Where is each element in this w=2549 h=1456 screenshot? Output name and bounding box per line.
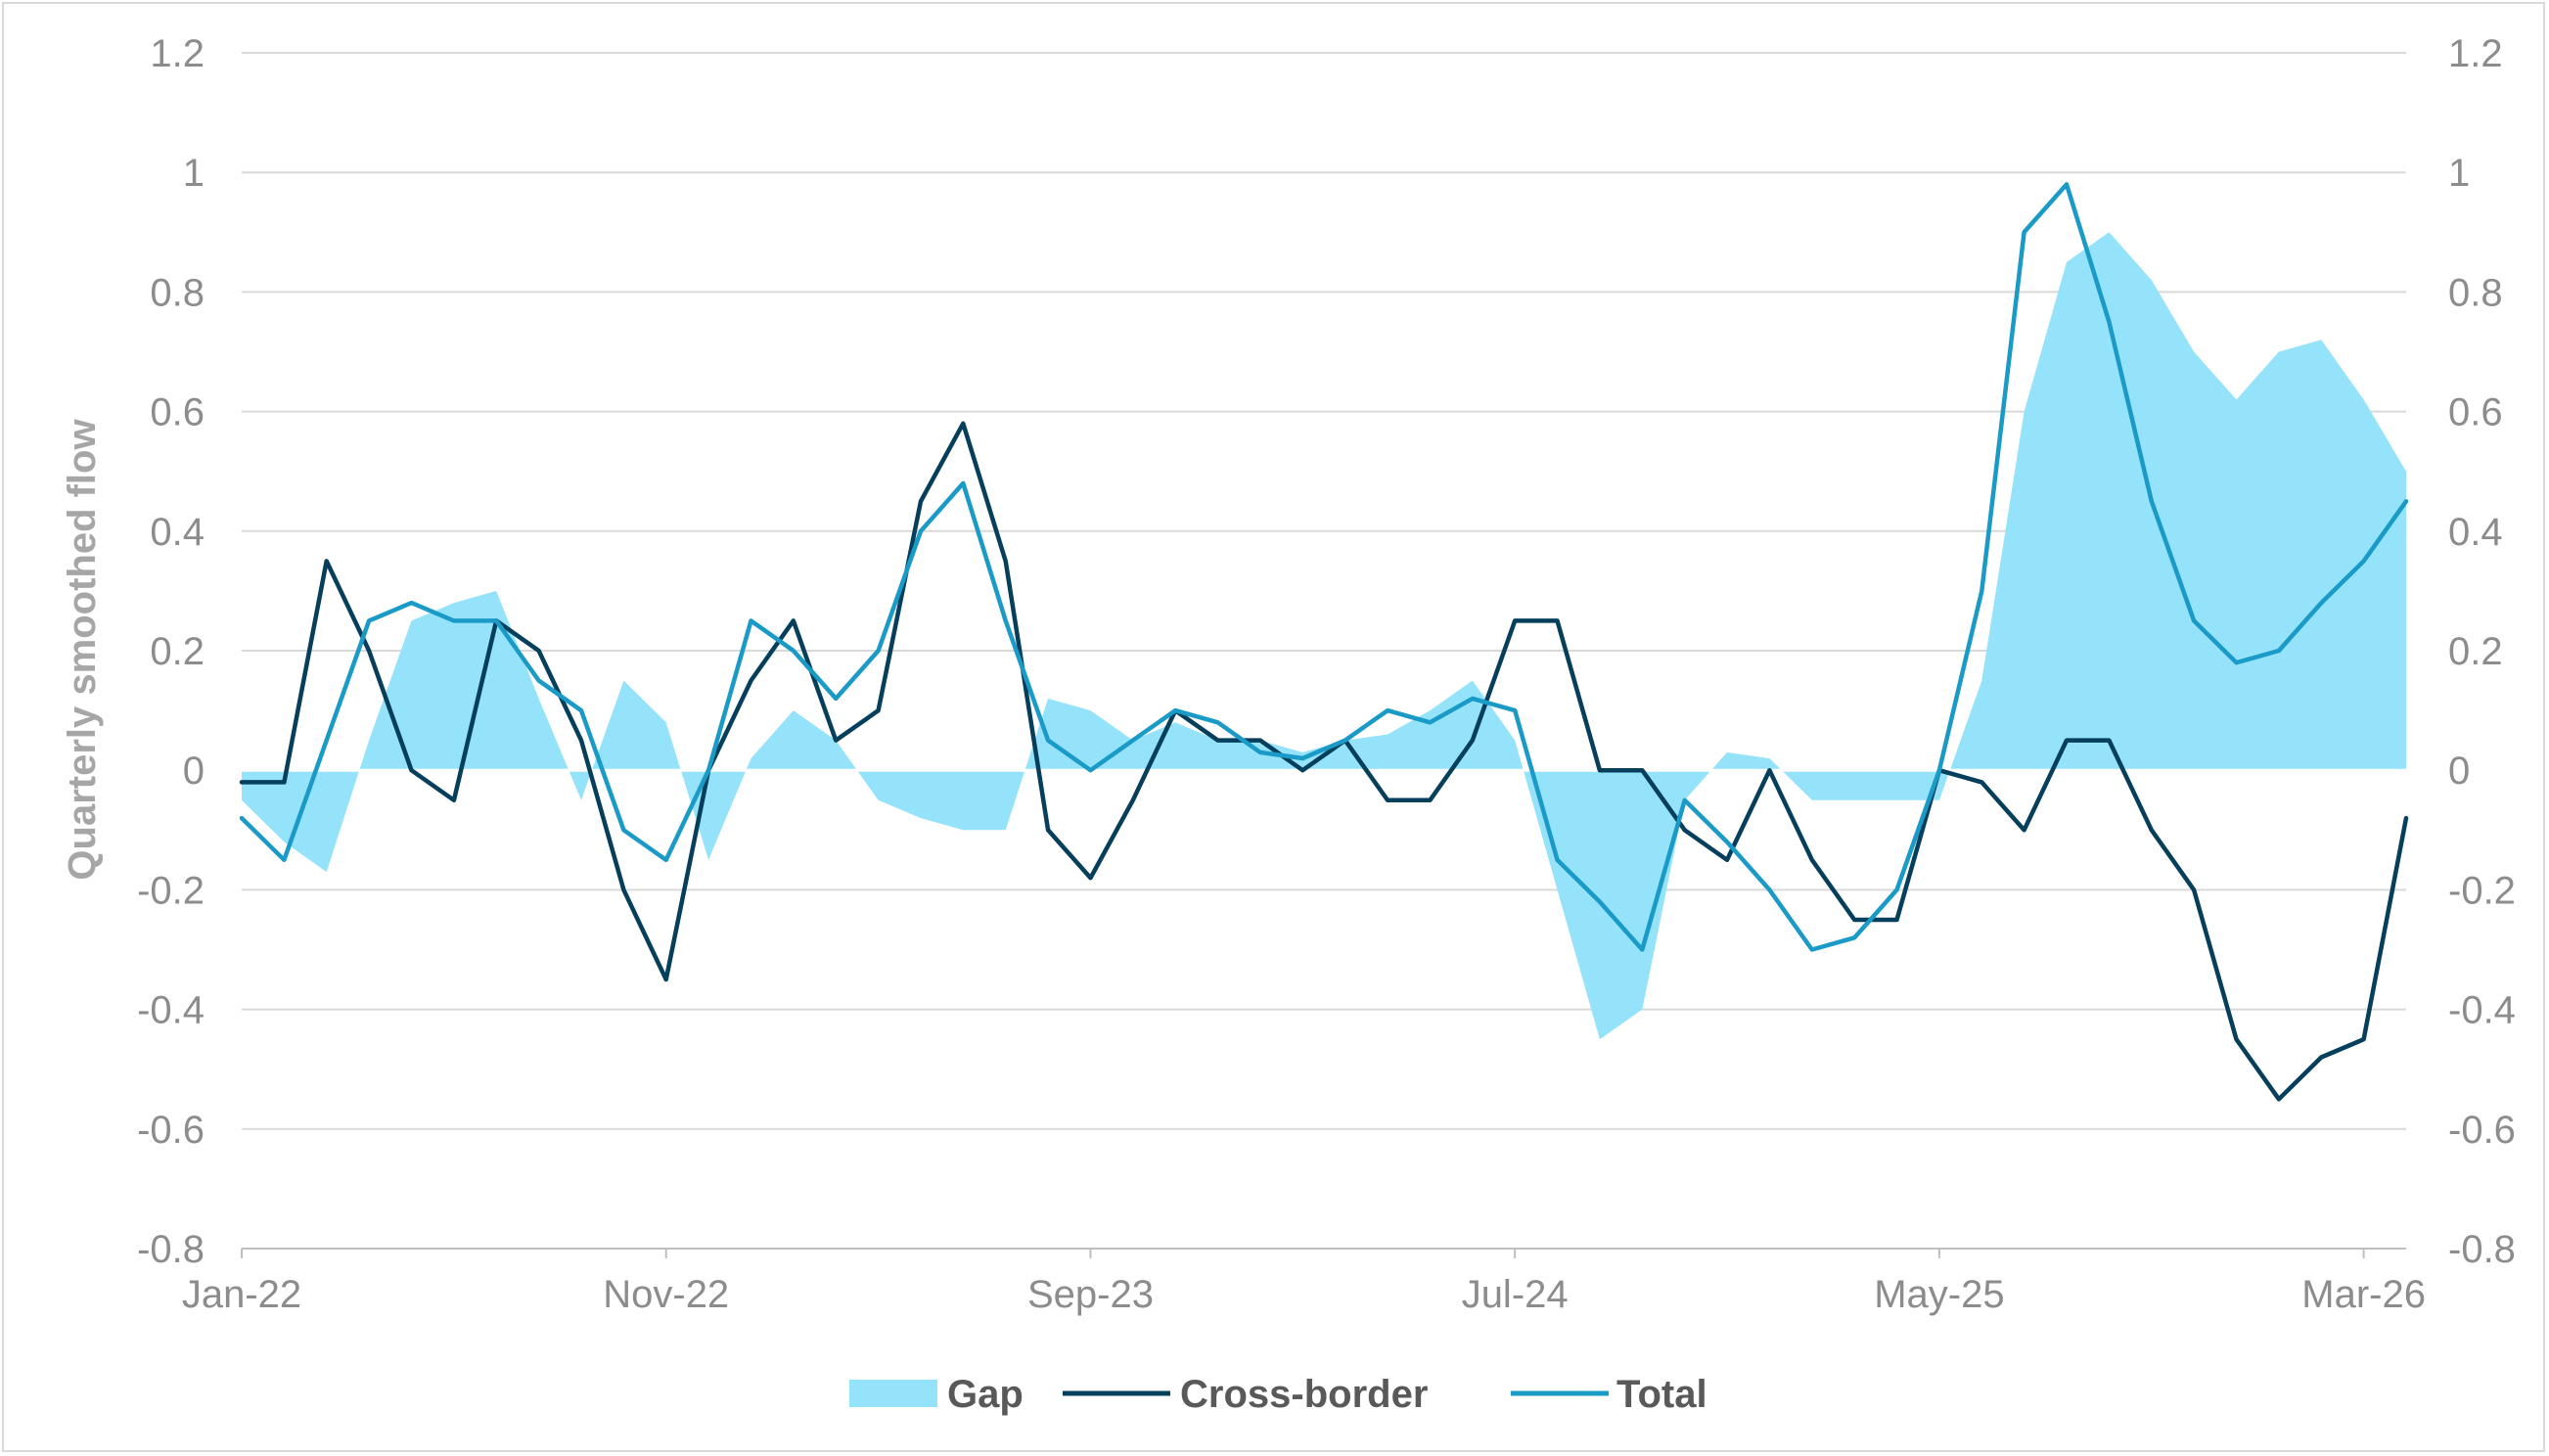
right-axis-ticks: 1.2 1 0.8 0.6 0.4 0.2 0 -0.2 -0.4 -0.6 -0.8 (2448, 32, 2516, 1271)
series-lines-layer (239, 182, 2409, 1102)
x-tick-label: Nov-22 (603, 1273, 729, 1316)
y-tick-label-right: 0.8 (2448, 271, 2503, 314)
gap-area (242, 232, 2406, 1040)
cross-border-line (239, 421, 2409, 1102)
x-tick-label: Sep-23 (1027, 1273, 1154, 1316)
gap-area-layer (242, 232, 2406, 1040)
y-tick-label-left: 1.2 (150, 32, 205, 75)
y-tick-label-left: 0.2 (150, 630, 205, 673)
y-tick-label-right: 0.2 (2448, 630, 2503, 673)
legend-gap-label: Gap (947, 1373, 1024, 1416)
y-tick-label-left: -0.8 (137, 1228, 205, 1271)
y-tick-label-left: -0.6 (137, 1109, 205, 1152)
total-line (239, 182, 2409, 952)
x-axis-ticks: Jan-22 Nov-22 Sep-23 Jul-24 May-25 Mar-26 (182, 1248, 2426, 1316)
x-tick-label: Mar-26 (2301, 1273, 2426, 1316)
y-tick-label-right: 0.6 (2448, 391, 2503, 434)
y-tick-label-right: 0 (2448, 750, 2470, 793)
y-tick-label-right: 1.2 (2448, 32, 2503, 75)
y-tick-label-right: -0.8 (2448, 1228, 2516, 1271)
y-tick-label-left: -0.2 (137, 869, 205, 912)
y-tick-label-left: 0 (183, 750, 205, 793)
y-tick-label-left: 0.6 (150, 391, 205, 434)
legend-cross-border-label: Cross-border (1180, 1373, 1428, 1416)
y-tick-label-left: 0.8 (150, 271, 205, 314)
x-tick-label: Jan-22 (182, 1273, 301, 1316)
y-tick-label-right: -0.4 (2448, 989, 2516, 1032)
y-tick-label-right: -0.2 (2448, 869, 2516, 912)
y-tick-label-right: 1 (2448, 152, 2470, 195)
y-tick-label-left: -0.4 (137, 989, 205, 1032)
flow-chart: 1.2 1 0.8 0.6 0.4 0.2 0 -0.2 -0.4 -0.6 -0.8 1.2 1 0.… (61, 32, 2516, 1416)
y-tick-label-left: 1 (183, 152, 205, 195)
y-tick-label-right: -0.6 (2448, 1109, 2516, 1152)
x-tick-label: May-25 (1874, 1273, 2004, 1316)
left-axis-ticks: 1.2 1 0.8 0.6 0.4 0.2 0 -0.2 -0.4 -0.6 -0.8 (137, 32, 205, 1271)
y-axis-label: Quarterly smoothed flow (61, 419, 104, 881)
legend-total-label: Total (1616, 1373, 1707, 1416)
legend: Gap Cross-border Total (849, 1373, 1707, 1416)
x-tick-label: Jul-24 (1462, 1273, 1569, 1316)
y-tick-label-right: 0.4 (2448, 511, 2503, 554)
legend-gap-swatch (849, 1380, 937, 1407)
y-tick-label-left: 0.4 (150, 511, 205, 554)
